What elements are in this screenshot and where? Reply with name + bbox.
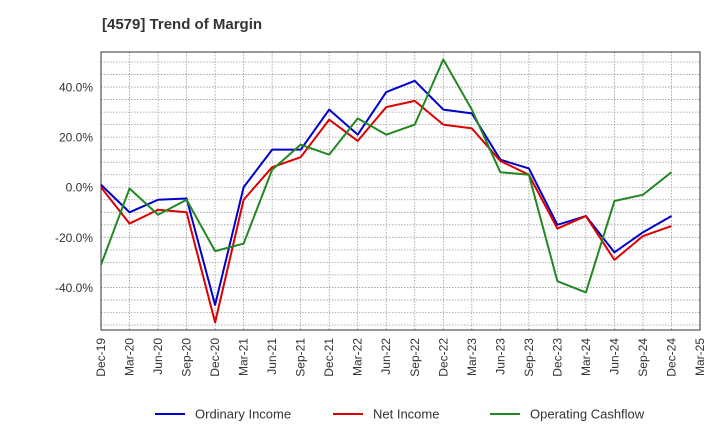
x-tick-label: Dec-22 bbox=[436, 338, 450, 377]
legend-label-ordinary-income: Ordinary Income bbox=[195, 407, 291, 422]
series-layer bbox=[100, 58, 673, 324]
plot-border bbox=[100, 51, 701, 331]
operating-cashflow-line bbox=[100, 58, 673, 294]
legend-label-operating-cashflow: Operating Cashflow bbox=[530, 407, 645, 422]
legend-label-net-income: Net Income bbox=[373, 407, 439, 422]
y-tick-label: 20.0% bbox=[59, 131, 93, 145]
x-tick-label: Dec-20 bbox=[208, 338, 222, 377]
x-tick-label: Mar-25 bbox=[693, 338, 707, 376]
plot-background bbox=[101, 52, 700, 330]
x-tick-label: Dec-24 bbox=[664, 338, 678, 377]
x-tick-label: Sep-24 bbox=[636, 338, 650, 377]
x-tick-label: Jun-24 bbox=[607, 338, 621, 375]
x-tick-label: Mar-22 bbox=[351, 338, 365, 376]
x-tick-label: Sep-22 bbox=[408, 338, 422, 377]
x-tick-label: Dec-21 bbox=[322, 338, 336, 377]
chart-title: [4579] Trend of Margin bbox=[102, 16, 263, 33]
net-income-line bbox=[100, 99, 672, 324]
ordinary-income-line bbox=[100, 79, 672, 306]
x-tick-label: Dec-23 bbox=[550, 338, 564, 377]
y-tick-label: 40.0% bbox=[59, 81, 93, 95]
x-tick-label: Mar-24 bbox=[579, 338, 593, 376]
x-tick-label: Dec-19 bbox=[94, 338, 108, 377]
x-tick-label: Sep-23 bbox=[522, 338, 536, 377]
x-tick-label: Sep-21 bbox=[294, 338, 308, 377]
x-tick-label: Sep-20 bbox=[180, 338, 194, 377]
y-tick-label: -40.0% bbox=[55, 281, 93, 295]
x-tick-label: Mar-23 bbox=[465, 338, 479, 376]
y-tick-label: 0.0% bbox=[66, 181, 94, 195]
x-tick-label: Mar-21 bbox=[237, 338, 251, 376]
x-tick-label: Jun-21 bbox=[265, 338, 279, 375]
y-tick-label: -20.0% bbox=[55, 231, 93, 245]
x-tick-label: Mar-20 bbox=[123, 338, 137, 376]
x-tick-label: Jun-22 bbox=[379, 338, 393, 375]
x-tick-label: Jun-20 bbox=[151, 338, 165, 375]
legend: Ordinary Income Net Income Operating Cashf… bbox=[155, 407, 645, 422]
axis-layer: 40.0% 20.0% 0.0% -20.0% -40.0% Dec-19 Mar-20 Ju… bbox=[55, 51, 707, 377]
x-tick-label: Jun-23 bbox=[493, 338, 507, 375]
